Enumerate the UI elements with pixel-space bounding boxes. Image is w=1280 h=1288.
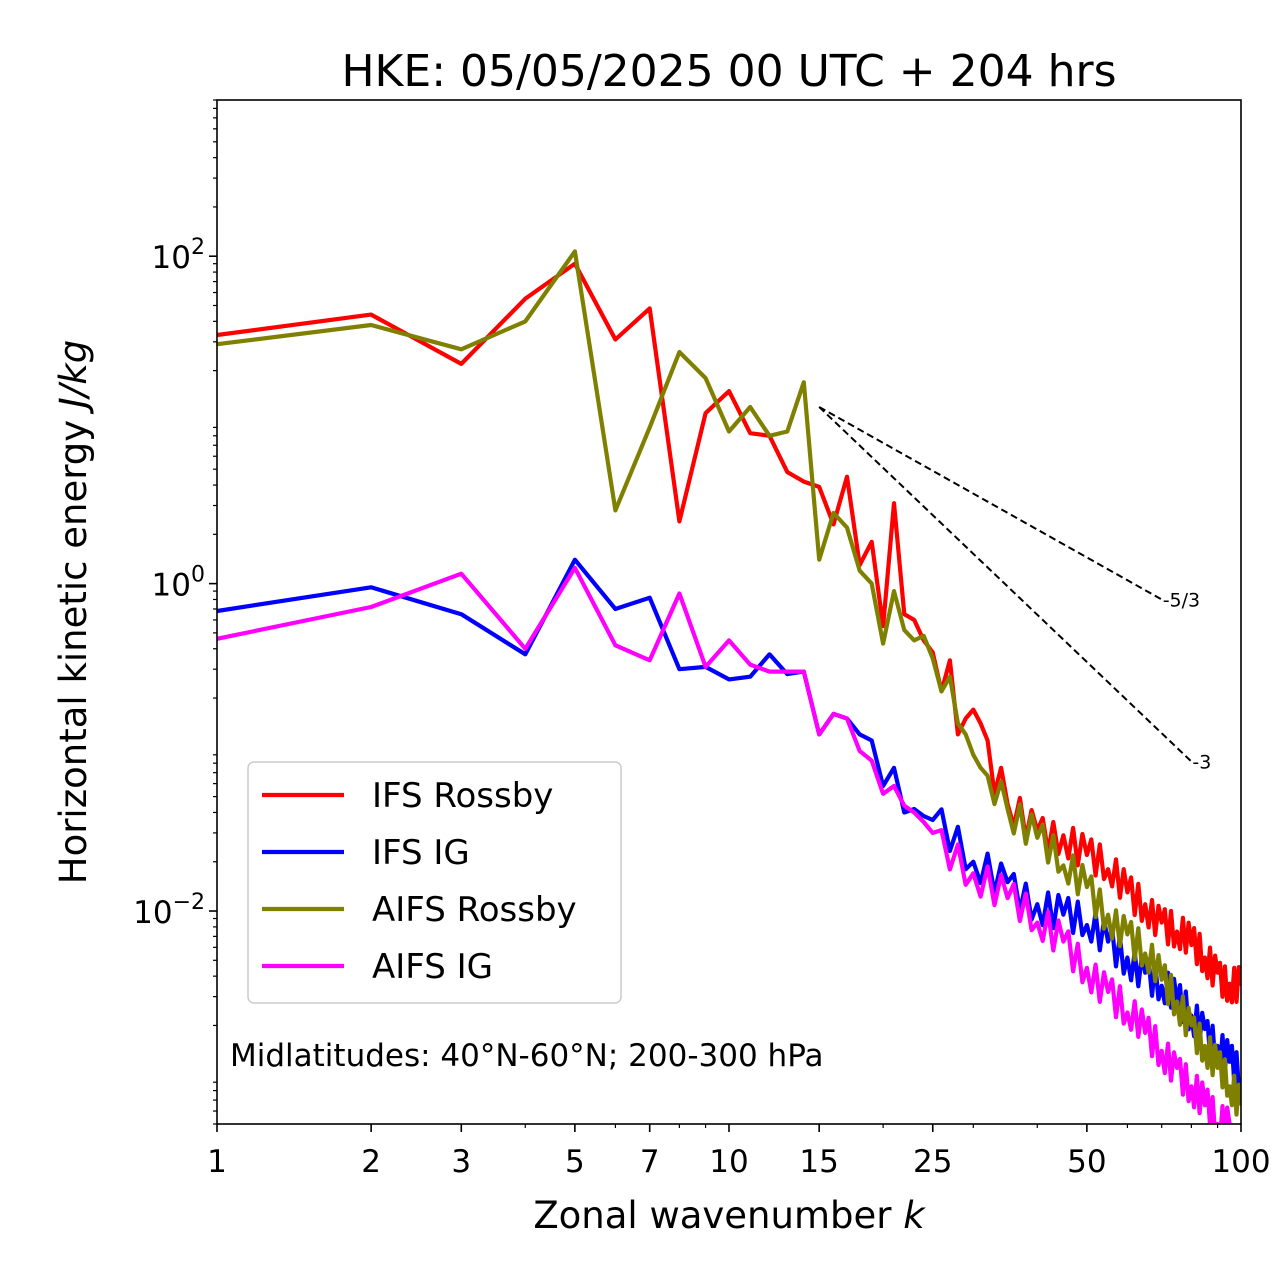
x-tick-label: 10 xyxy=(709,1144,748,1180)
x-tick-label: 5 xyxy=(565,1144,585,1180)
legend: IFS Rossby IFS IG AIFS Rossby AIFS IG xyxy=(247,761,622,1004)
x-tick-label: 1 xyxy=(207,1144,227,1180)
series-layer xyxy=(217,249,1241,1124)
y-axis-ticks: 10−2 100 102 xyxy=(133,99,217,1125)
reference-slope-label-2: -3 xyxy=(1192,752,1211,774)
x-axis-ticks: 1 2 3 5 7 10 15 25 50 100 xyxy=(207,1124,1271,1180)
y-tick-label: 10−2 xyxy=(133,890,205,931)
chart-title: HKE: 05/05/2025 00 UTC + 204 hrs xyxy=(341,46,1116,97)
legend-label-aifs-ig: AIFS IG xyxy=(372,947,493,987)
legend-label-ifs-ig: IFS IG xyxy=(372,833,470,873)
x-tick-label: 3 xyxy=(451,1144,471,1180)
legend-label-ifs-rossby: IFS Rossby xyxy=(372,776,553,816)
x-tick-label: 25 xyxy=(913,1144,952,1180)
y-tick-label: 102 xyxy=(152,235,205,276)
reference-slope-label-1: -5/3 xyxy=(1163,589,1200,611)
series-line-ifs-rossby xyxy=(217,261,1241,1005)
y-axis-title: Horizontal kinetic energy J/kg xyxy=(52,340,95,884)
reference-slope-layer: -5/3 -3 xyxy=(818,406,1211,774)
y-tick-label: 100 xyxy=(152,563,205,604)
x-tick-label: 2 xyxy=(361,1144,381,1180)
x-axis-title: Zonal wavenumber k xyxy=(533,1194,926,1237)
legend-box xyxy=(247,761,622,1004)
series-line-aifs-ig xyxy=(217,565,1232,1124)
reference-slope-line-2 xyxy=(818,406,1193,763)
x-tick-label: 15 xyxy=(799,1144,838,1180)
x-tick-label: 7 xyxy=(640,1144,660,1180)
series-line-aifs-rossby xyxy=(217,249,1241,1117)
region-annotation: Midlatitudes: 40°N-60°N; 200-300 hPa xyxy=(230,1038,824,1074)
x-tick-label: 50 xyxy=(1067,1144,1106,1180)
legend-entries: IFS Rossby IFS IG AIFS Rossby AIFS IG xyxy=(262,776,577,987)
legend-label-aifs-rossby: AIFS Rossby xyxy=(372,890,577,930)
x-tick-label: 100 xyxy=(1211,1144,1270,1180)
